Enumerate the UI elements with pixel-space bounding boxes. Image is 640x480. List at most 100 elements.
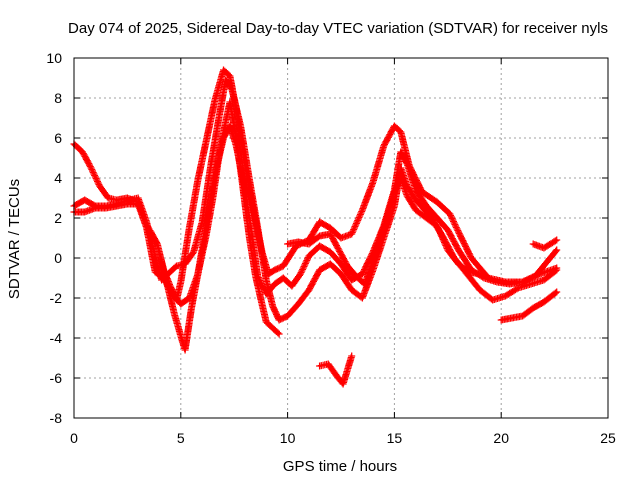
data-point [450, 219, 458, 227]
data-point [439, 236, 447, 243]
data-point [89, 169, 97, 176]
data-point [437, 231, 445, 239]
data-point [551, 237, 559, 245]
data-point [553, 236, 561, 244]
data-point [86, 163, 94, 170]
data-point [440, 237, 448, 245]
plot-frame [73, 57, 609, 419]
data-point [93, 176, 101, 184]
data-point [91, 172, 99, 179]
y-tick-label: 2 [54, 210, 62, 226]
data-point [304, 255, 311, 263]
x-tick-label: 10 [280, 430, 296, 446]
data-point [296, 270, 304, 278]
y-tick-label: -6 [50, 370, 63, 386]
data-point [358, 208, 366, 215]
data-point [552, 289, 559, 297]
series-track-h [316, 352, 356, 388]
axis-ticks [73, 57, 609, 419]
data-point [446, 210, 454, 218]
data-point [553, 246, 561, 254]
y-tick-label: -2 [50, 290, 63, 306]
data-point [354, 217, 362, 224]
data-point [351, 223, 359, 230]
data-point [553, 266, 561, 274]
data-point [298, 267, 306, 275]
series-track-d [158, 98, 283, 354]
data-point [90, 170, 98, 178]
y-tick-label: 4 [54, 170, 62, 186]
data-point [442, 242, 450, 249]
data-point [356, 212, 364, 220]
data-point [452, 224, 460, 231]
x-tick-label: 15 [387, 430, 403, 446]
data-point [302, 258, 310, 266]
data-point [448, 215, 456, 222]
x-tick-label: 5 [177, 430, 185, 446]
data-point [450, 218, 457, 225]
data-point [94, 179, 102, 187]
data-point [355, 214, 363, 221]
data-point [275, 330, 283, 338]
data-point [552, 247, 560, 255]
series-track-b [70, 76, 561, 324]
x-tick-label: 20 [493, 430, 509, 446]
data-point [449, 216, 457, 224]
data-series [70, 66, 561, 388]
data-point [436, 228, 444, 236]
x-axis-title: GPS time / hours [283, 458, 397, 475]
data-point [334, 245, 342, 252]
data-point [300, 263, 308, 270]
y-tick-label: -4 [50, 330, 63, 346]
chart-title: Day 074 of 2025, Sidereal Day-to-day VTE… [68, 20, 608, 37]
data-point [352, 221, 360, 229]
data-point [303, 257, 311, 264]
data-point [299, 264, 307, 272]
data-point [433, 222, 441, 230]
data-point [357, 209, 365, 217]
series-track-a [70, 66, 561, 304]
data-point [301, 261, 309, 269]
series-track-g [529, 236, 561, 252]
y-tick-label: -8 [50, 410, 63, 426]
data-point [438, 233, 446, 240]
data-point [89, 167, 96, 175]
data-point [349, 227, 357, 235]
y-tick-label: 6 [54, 130, 62, 146]
data-point [274, 329, 282, 337]
data-point [299, 266, 307, 273]
data-point [453, 225, 461, 233]
y-tick-label: 0 [54, 250, 62, 266]
data-point [350, 226, 358, 233]
x-tick-label: 0 [70, 430, 78, 446]
data-point [441, 240, 449, 248]
data-point [227, 85, 235, 93]
y-axis-title: SDTVAR / TECUs [6, 179, 23, 299]
y-tick-label: 8 [54, 90, 62, 106]
data-point [452, 222, 460, 230]
data-point [94, 178, 101, 185]
data-point [87, 164, 95, 172]
data-point [552, 267, 559, 275]
data-point [88, 166, 96, 173]
y-tick-label: 10 [46, 50, 62, 66]
data-point [476, 270, 484, 278]
data-point [435, 227, 443, 234]
y-tick-labels: -8 -6 -4 -2 0 2 4 6 8 10 [46, 50, 62, 426]
data-point [297, 269, 305, 276]
data-point [91, 173, 99, 181]
x-tick-label: 25 [600, 430, 616, 446]
data-point [553, 288, 561, 296]
data-point [301, 260, 309, 267]
x-tick-labels: 0 5 10 15 20 25 [70, 430, 616, 446]
data-point [447, 212, 455, 219]
data-point [353, 218, 361, 226]
series-line [72, 68, 558, 302]
data-point [348, 352, 356, 360]
data-point [451, 221, 459, 228]
data-point [92, 175, 100, 182]
data-point [348, 229, 356, 236]
data-point [513, 285, 521, 293]
